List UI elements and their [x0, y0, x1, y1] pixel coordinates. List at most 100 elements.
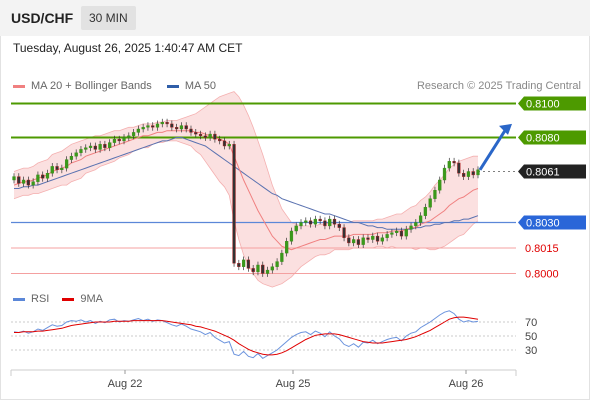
candle-body	[112, 138, 117, 143]
candle-body	[328, 218, 332, 227]
candle-body	[50, 166, 54, 174]
level-label-4: 0.8015	[525, 243, 559, 255]
candle-body	[265, 269, 270, 274]
level-label-2: 0.8061	[526, 167, 560, 179]
candle-body	[404, 229, 408, 237]
candle-body	[371, 235, 375, 240]
candle-body	[241, 259, 246, 267]
bollinger-band	[14, 91, 478, 288]
level-label-3: 0.8030	[526, 218, 560, 230]
candle-body	[88, 145, 93, 148]
candle-body	[332, 218, 337, 225]
candle-body	[442, 167, 447, 181]
candle-body	[208, 133, 212, 138]
candle-body	[342, 227, 346, 239]
candle-body	[60, 167, 64, 171]
candle-body	[74, 152, 78, 157]
candle-body	[175, 127, 179, 130]
candle-body	[285, 240, 289, 254]
timeframe-badge[interactable]: 30 MIN	[81, 6, 136, 30]
candle-body	[151, 125, 155, 128]
candle-body	[165, 121, 169, 125]
candle-body	[457, 162, 461, 174]
legend-ma50: MA 50	[166, 80, 216, 92]
candle-body	[21, 179, 26, 184]
candle-body	[189, 128, 193, 133]
rsi-level-label-1: 50	[525, 331, 537, 343]
level-label-1: 0.8080	[526, 133, 560, 145]
candle-body	[93, 145, 97, 150]
candle-body	[117, 138, 121, 142]
rsi-legend: RSI 9MA	[13, 293, 113, 305]
chart-datetime: Tuesday, August 26, 2025 1:40:47 AM CET	[13, 41, 243, 55]
candle-body	[270, 266, 274, 271]
candle-body	[131, 132, 136, 136]
candle-body	[399, 230, 404, 237]
legend-rsi-label: RSI	[31, 293, 50, 305]
candle-body	[476, 169, 480, 176]
candle-body	[194, 132, 198, 135]
candle-body	[304, 220, 308, 223]
time-tick-label-2: Aug 26	[449, 378, 484, 390]
candle-body	[41, 174, 45, 179]
candle-body	[26, 179, 30, 186]
candle-body	[198, 133, 203, 137]
candle-body	[375, 235, 380, 242]
candle-body	[108, 142, 112, 148]
level-label-0: 0.8100	[526, 99, 560, 111]
candle-body	[299, 222, 303, 227]
chart-header: USD/CHF 30 MIN	[0, 0, 590, 36]
candle-body	[385, 234, 389, 238]
candle-body	[155, 123, 160, 128]
candle-body	[184, 125, 188, 130]
candle-body	[170, 123, 174, 128]
candle-body	[36, 174, 40, 182]
candle-body	[380, 237, 384, 242]
candle-body	[79, 149, 83, 153]
candle-body	[313, 218, 317, 225]
rsi-line	[13, 310, 479, 360]
candle-body	[55, 166, 59, 170]
candle-body	[423, 206, 428, 216]
candle-body	[213, 133, 217, 140]
candle-body	[232, 144, 236, 264]
candle-body	[308, 220, 313, 225]
candle-body	[294, 225, 298, 232]
candle-body	[366, 237, 370, 240]
candle-body	[447, 161, 451, 169]
level-tag-2	[518, 164, 586, 179]
candle-body	[462, 172, 466, 177]
candle-body	[289, 230, 294, 242]
candle-body	[84, 147, 88, 150]
forecast-arrow	[478, 128, 508, 171]
level-tag-3	[518, 215, 586, 230]
rsi-ma-line	[14, 316, 479, 356]
candle-body	[160, 121, 164, 125]
level-tag-0	[518, 96, 586, 111]
candle-body	[361, 237, 365, 245]
candle-body	[127, 135, 131, 138]
candle-body	[256, 264, 260, 272]
legend-rsi: RSI	[13, 293, 49, 305]
candles	[12, 118, 480, 277]
legend-ma20: MA 20 + Bollinger Bands	[13, 80, 152, 92]
candle-body	[218, 138, 222, 142]
candle-body	[136, 128, 141, 133]
candle-body	[237, 263, 241, 267]
candle-body	[409, 225, 413, 230]
candle-body	[351, 239, 356, 244]
candle-body	[414, 222, 418, 227]
ma9-swatch	[62, 297, 75, 301]
candle-body	[12, 176, 16, 181]
candle-body	[418, 215, 423, 223]
candle-body	[438, 179, 442, 191]
ma50-swatch	[166, 84, 179, 88]
rsi-swatch	[13, 297, 25, 301]
candle-body	[227, 144, 231, 147]
candle-body	[433, 189, 437, 199]
candle-body	[356, 239, 361, 245]
research-credit: Research © 2025 Trading Central	[416, 80, 581, 92]
ma50-line	[14, 137, 479, 230]
candle-body	[246, 259, 251, 269]
candle-body	[179, 125, 184, 130]
